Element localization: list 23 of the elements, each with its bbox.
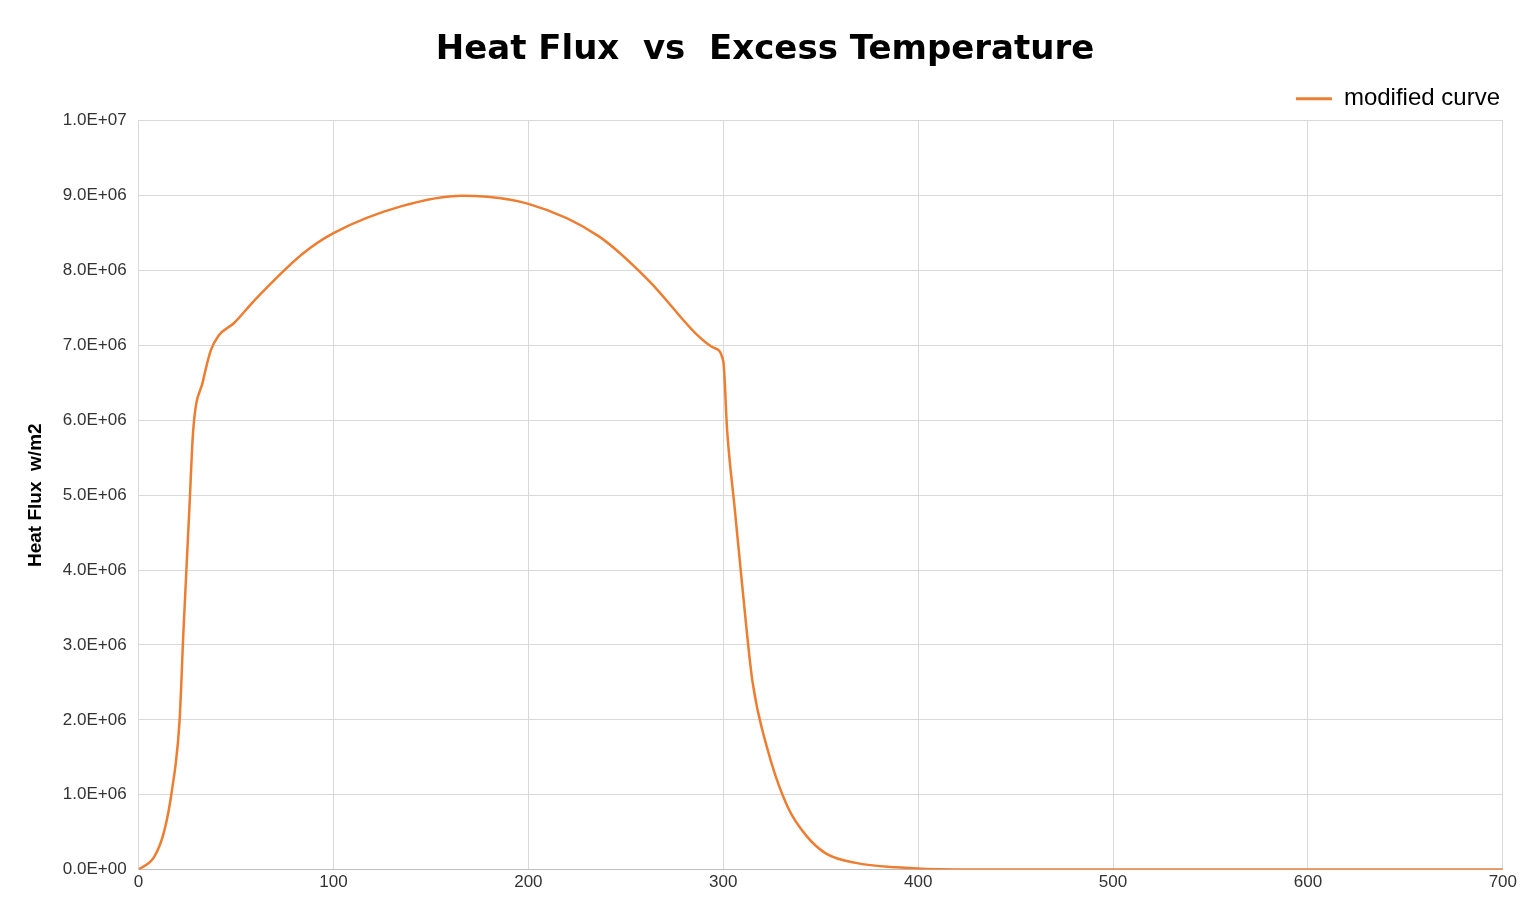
y-tick-label: 3.0E+06 [62, 634, 127, 654]
x-tick-label: 300 [709, 872, 738, 892]
chart-title: Heat Flux vs Excess Temperature [435, 27, 1095, 68]
x-tick-label: 100 [319, 872, 348, 892]
y-tick-label: 4.0E+06 [62, 559, 127, 579]
x-tick-label: 600 [1293, 872, 1323, 892]
y-tick-label: 6.0E+06 [62, 410, 127, 430]
y-tick-label: 9.0E+06 [62, 185, 127, 205]
y-tick-label: 2.0E+06 [62, 709, 127, 729]
line-series [138, 194, 1503, 870]
legend-label: modified curve [1343, 83, 1501, 111]
y-tick-label: 8.0E+06 [62, 260, 127, 280]
y-axis-title: Heat Flux w/m2 [23, 423, 45, 567]
x-tick-label: 500 [1098, 872, 1128, 892]
y-tick-label: 7.0E+06 [62, 335, 127, 355]
y-tick-label: 0.0E+00 [62, 859, 127, 879]
y-tick-label: 1.0E+07 [62, 110, 127, 130]
y-tick-label: 5.0E+06 [62, 484, 127, 504]
x-tick-label: 0 [133, 872, 144, 892]
x-tick-label: 400 [903, 872, 933, 892]
y-tick-label: 1.0E+06 [62, 784, 127, 804]
x-tick-label: 200 [514, 872, 543, 892]
x-tick-label: 700 [1488, 872, 1518, 892]
